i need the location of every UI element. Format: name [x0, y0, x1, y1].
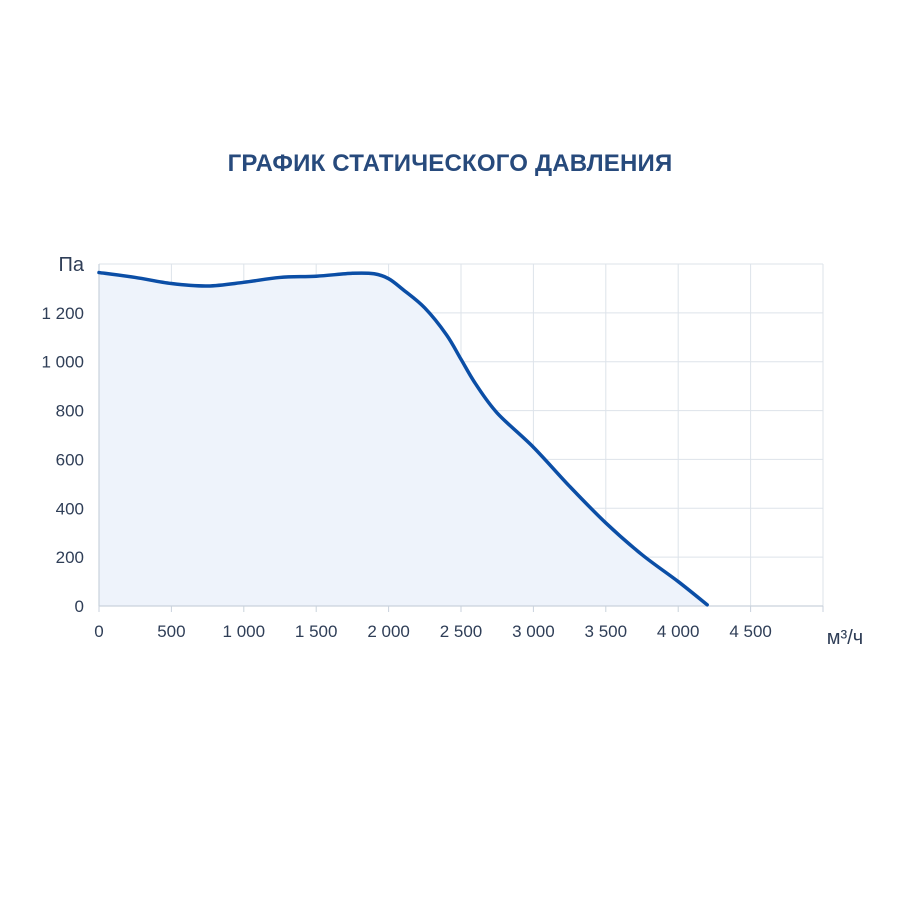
x-tick-label: 1 000: [223, 622, 266, 641]
y-tick-label: 0: [75, 597, 84, 616]
y-axis-label: Па: [59, 254, 85, 276]
x-tick-label: 3 000: [512, 622, 555, 641]
x-tick-label: 1 500: [295, 622, 338, 641]
series-line-layer: [97, 270, 709, 607]
chart-title: ГРАФИК СТАТИЧЕСКОГО ДАВЛЕНИЯ: [227, 150, 673, 177]
x-tick-label: 500: [157, 622, 185, 641]
x-tick-label: 2 000: [367, 622, 410, 641]
x-tick-label: 2 500: [440, 622, 483, 641]
series-line: [97, 270, 709, 607]
y-tick-label: 400: [56, 499, 84, 518]
y-tick-label: 800: [56, 402, 84, 421]
y-tick-label: 200: [56, 548, 84, 567]
area-layer: [99, 272, 708, 606]
series-area-fill: [99, 272, 708, 606]
y-tick-label: 600: [56, 450, 84, 469]
x-tick-label: 3 500: [585, 622, 628, 641]
x-tick-label: 0: [94, 622, 103, 641]
y-tick-label: 1 000: [41, 353, 84, 372]
y-tick-label: 1 200: [41, 304, 84, 323]
x-tick-label: 4 500: [729, 622, 772, 641]
x-tick-label: 4 000: [657, 622, 700, 641]
axes: [98, 264, 824, 612]
tick-labels: 0 500 1 000 1 500 2 000 2 500 3 000 3 500 4 000 4…: [41, 254, 863, 649]
x-axis-label: м³/ч: [827, 627, 863, 649]
